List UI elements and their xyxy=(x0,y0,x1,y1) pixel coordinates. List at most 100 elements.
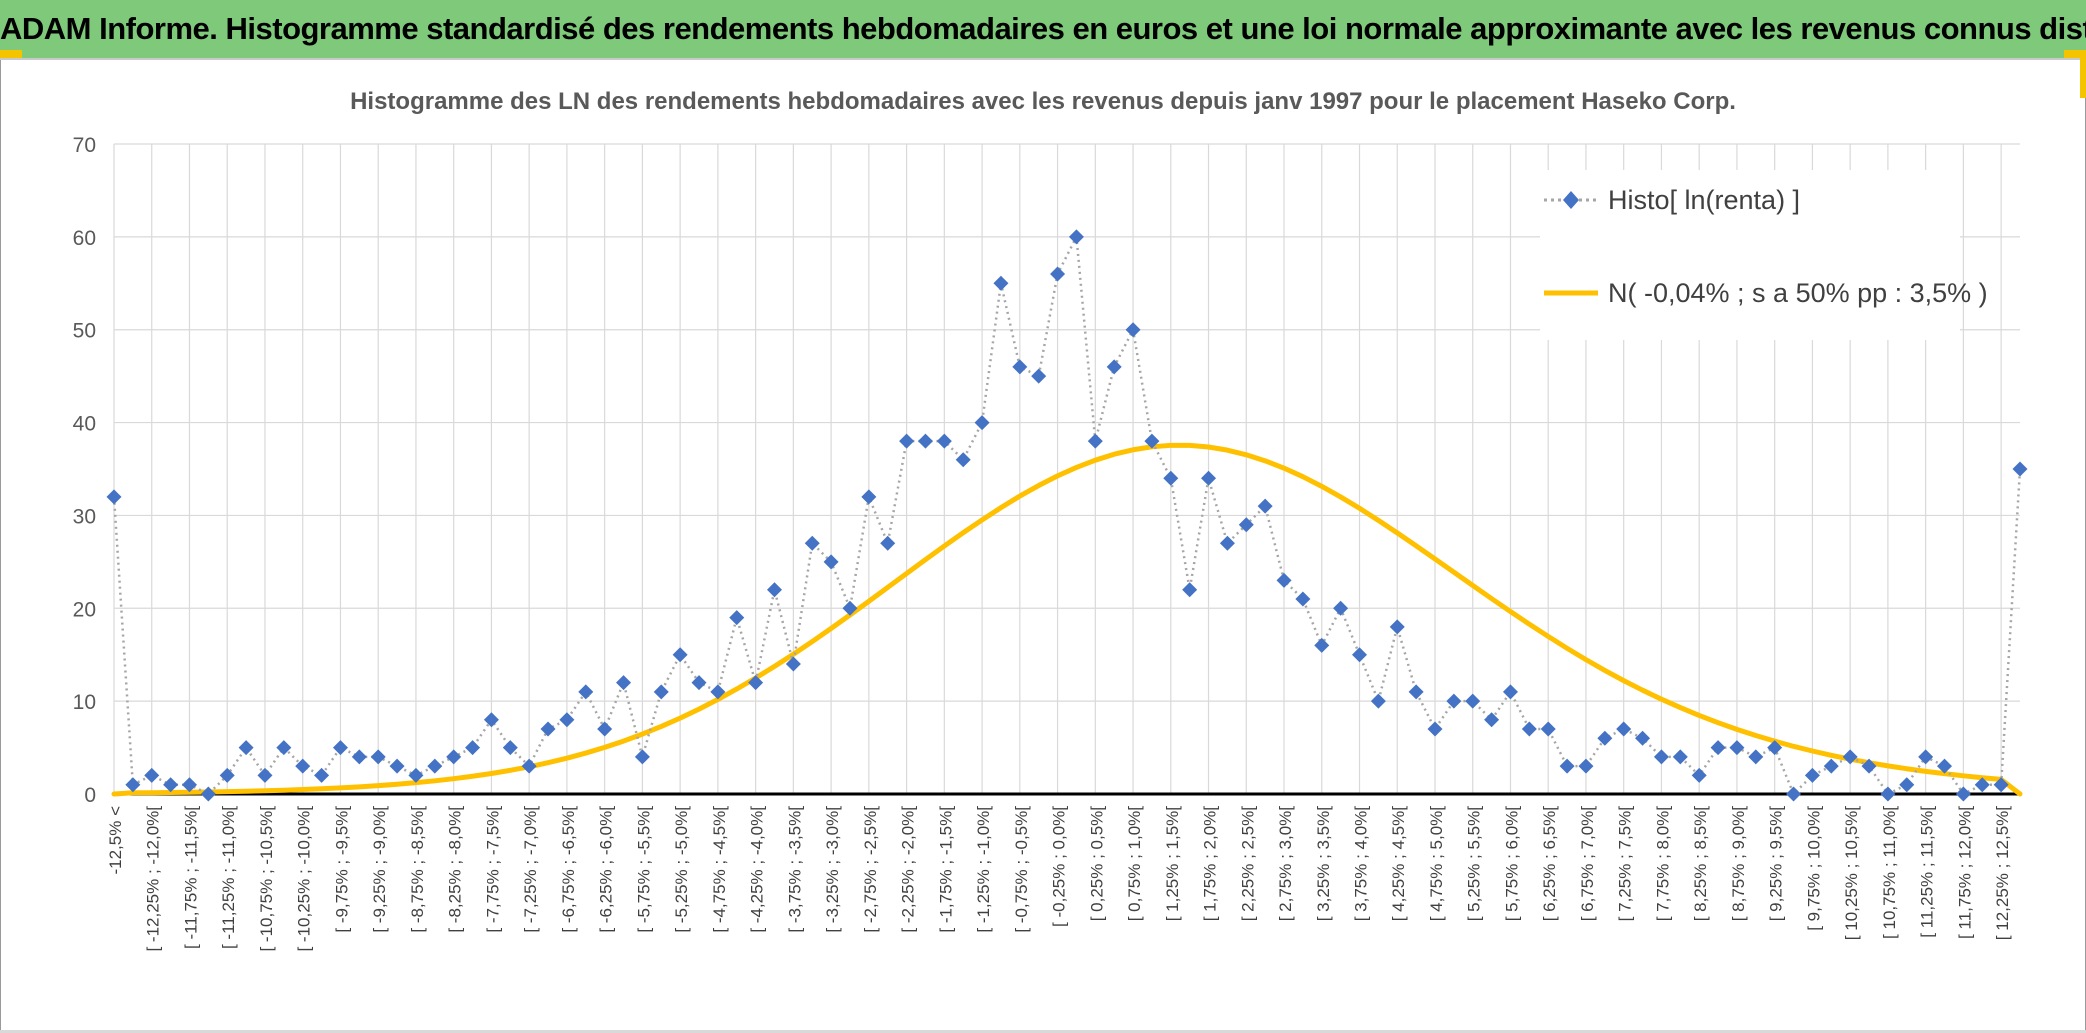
histo-point xyxy=(144,767,160,783)
x-tick-label: [ 10,75% ; 11,0%[ xyxy=(1880,806,1899,939)
histo-point xyxy=(1087,433,1103,449)
x-tick-label: [ 5,75% ; 6,0%[ xyxy=(1502,806,1521,922)
banner-accent-right xyxy=(2064,50,2086,58)
histo-point xyxy=(1616,721,1632,737)
x-tick-label: [ 1,75% ; 2,0%[ xyxy=(1201,806,1220,922)
histo-point xyxy=(936,433,952,449)
histo-point xyxy=(238,740,254,756)
x-tick-label: [ -6,25% ; -6,0%[ xyxy=(597,806,616,933)
histo-point xyxy=(634,749,650,765)
histo-point xyxy=(1842,749,1858,765)
x-tick-label: [ 11,75% ; 12,0%[ xyxy=(1955,806,1974,939)
histo-point xyxy=(521,758,537,774)
histo-point xyxy=(880,535,896,551)
x-tick-label: [ -0,25% ; 0,0%[ xyxy=(1050,806,1069,927)
histo-point xyxy=(257,767,273,783)
histo-point xyxy=(163,777,179,793)
histo-point xyxy=(1578,758,1594,774)
x-tick-label: [ -7,25% ; -7,0%[ xyxy=(521,806,540,933)
histo-point xyxy=(1918,749,1934,765)
x-tick-label: [ 0,25% ; 0,5%[ xyxy=(1087,806,1106,922)
histo-point xyxy=(785,656,801,672)
histo-point xyxy=(1182,582,1198,598)
histo-point xyxy=(1767,740,1783,756)
histo-point xyxy=(1333,600,1349,616)
y-axis-ticks: 0 10 20 30 40 50 60 70 xyxy=(73,134,96,807)
histo-point xyxy=(1540,721,1556,737)
histo-point xyxy=(1068,229,1084,245)
histo-point xyxy=(219,767,235,783)
histo-point xyxy=(295,758,311,774)
histo-point xyxy=(1974,777,1990,793)
x-tick-label: [ -2,75% ; -2,5%[ xyxy=(861,806,880,933)
x-tick-label: [ 8,75% ; 9,0%[ xyxy=(1729,806,1748,922)
x-tick-label: [ -5,25% ; -5,0%[ xyxy=(672,806,691,933)
x-tick-label: [ 6,75% ; 7,0%[ xyxy=(1578,806,1597,922)
legend: Histo[ ln(renta) ] N( -0,04% ; s a 50% p… xyxy=(1540,170,1988,340)
legend-normal-symbol xyxy=(1544,290,1598,296)
histo-point xyxy=(1408,684,1424,700)
header-banner: ADAM Informe. Histogramme standardisé de… xyxy=(0,0,2086,60)
histo-point xyxy=(1465,693,1481,709)
histo-point xyxy=(1295,591,1311,607)
x-tick-label: [ 10,25% ; 10,5%[ xyxy=(1842,806,1861,940)
histo-point xyxy=(181,777,197,793)
histo-point xyxy=(804,535,820,551)
x-tick-label: -12,5% < xyxy=(106,806,125,875)
histo-point xyxy=(1257,498,1273,514)
normal-curve-line xyxy=(111,442,2023,797)
x-tick-label: [ 7,75% ; 8,0%[ xyxy=(1653,806,1672,922)
x-tick-label: [ -5,75% ; -5,5%[ xyxy=(634,806,653,933)
histo-point xyxy=(389,758,405,774)
histo-point xyxy=(276,740,292,756)
x-tick-label: [ 8,25% ; 8,5%[ xyxy=(1691,806,1710,922)
x-tick-label: [ 0,75% ; 1,0%[ xyxy=(1125,806,1144,922)
histo-point xyxy=(1238,517,1254,533)
x-axis-labels: -12,5% < [ -12,25% ; -12,0%[[ -11,75% ; -… xyxy=(106,806,2012,952)
histo-point xyxy=(125,777,141,793)
histo-point xyxy=(672,647,688,663)
histo-point xyxy=(1804,767,1820,783)
x-tick-label: [ 1,25% ; 1,5%[ xyxy=(1163,806,1182,922)
histo-point xyxy=(1031,368,1047,384)
histo-point xyxy=(446,749,462,765)
histo-point xyxy=(691,675,707,691)
histo-point xyxy=(1691,767,1707,783)
histo-point xyxy=(899,433,915,449)
histo-point xyxy=(1597,730,1613,746)
histo-point xyxy=(1352,647,1368,663)
histo-point xyxy=(1748,749,1764,765)
histogram-series xyxy=(106,229,2028,802)
histo-point xyxy=(597,721,613,737)
histo-point xyxy=(1899,777,1915,793)
legend-item-normal: N( -0,04% ; s a 50% pp : 3,5% ) xyxy=(1540,273,1988,313)
y-tick-label: 30 xyxy=(73,505,96,528)
histo-point xyxy=(1276,572,1292,588)
histo-point xyxy=(710,684,726,700)
histo-point xyxy=(351,749,367,765)
x-tick-label: [ -10,25% ; -10,0%[ xyxy=(295,806,314,952)
histo-point xyxy=(200,786,216,802)
histo-point xyxy=(1050,266,1066,282)
histo-point xyxy=(1446,693,1462,709)
x-tick-label: [ -6,75% ; -6,5%[ xyxy=(559,806,578,933)
banner-title: ADAM Informe. Histogramme standardisé de… xyxy=(0,11,2086,46)
x-tick-label: [ -12,25% ; -12,0%[ xyxy=(144,806,163,952)
histo-point xyxy=(408,767,424,783)
histo-point xyxy=(993,275,1009,291)
banner-accent-left xyxy=(0,50,22,58)
histo-point xyxy=(1729,740,1745,756)
histo-point xyxy=(729,610,745,626)
histo-point xyxy=(1786,786,1802,802)
histo-point xyxy=(955,452,971,468)
histo-point xyxy=(748,675,764,691)
histo-point xyxy=(370,749,386,765)
x-tick-label: [ 2,75% ; 3,0%[ xyxy=(1276,806,1295,922)
y-tick-label: 40 xyxy=(73,413,96,436)
histo-point xyxy=(1502,684,1518,700)
y-tick-label: 50 xyxy=(73,320,96,343)
x-tick-label: [ -0,75% ; -0,5%[ xyxy=(1012,806,1031,933)
histo-point xyxy=(559,712,575,728)
x-tick-label: [ -3,75% ; -3,5%[ xyxy=(785,806,804,933)
histo-point xyxy=(1710,740,1726,756)
